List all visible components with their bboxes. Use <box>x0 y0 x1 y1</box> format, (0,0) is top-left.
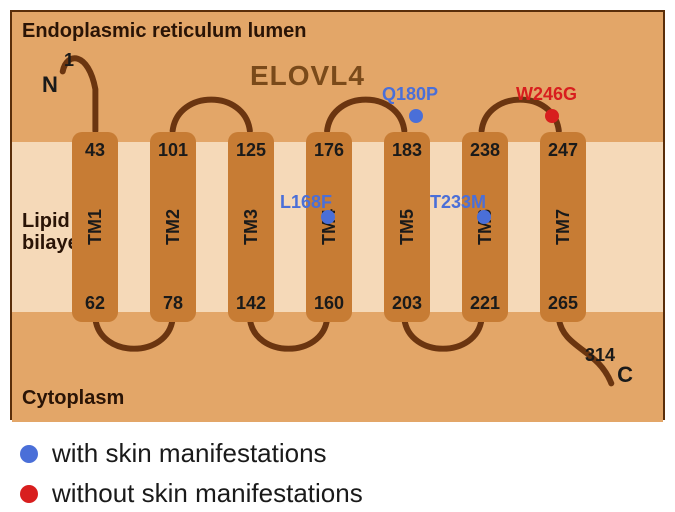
legend-text-without-skin: without skin manifestations <box>52 478 363 509</box>
diagram-panel: Endoplasmic reticulum lumen Lipid bilaye… <box>10 10 665 420</box>
c-terminal-label: C <box>617 362 633 388</box>
tm-domain-tm3: 125 TM3 142 <box>228 132 274 322</box>
cytoplasm-label: Cytoplasm <box>22 387 124 410</box>
mutation-marker-w246g <box>545 109 559 123</box>
mutation-marker-t233m <box>477 210 491 224</box>
protein-title: ELOVL4 <box>250 60 365 92</box>
tm-bottom-residue: 62 <box>85 293 105 314</box>
mutation-label-w246g: W246G <box>516 84 577 105</box>
tm-top-residue: 247 <box>548 140 578 161</box>
tm-name: TM3 <box>241 209 262 245</box>
legend-dot-without-skin <box>20 485 38 503</box>
lipid-label-line1: Lipid <box>22 210 70 233</box>
tm-name: TM7 <box>553 209 574 245</box>
n-terminal-residue: 1 <box>64 50 74 71</box>
er-lumen-label: Endoplasmic reticulum lumen <box>22 20 307 43</box>
tm-name: TM1 <box>85 209 106 245</box>
tm-bottom-residue: 160 <box>314 293 344 314</box>
legend-dot-with-skin <box>20 445 38 463</box>
tm-top-residue: 101 <box>158 140 188 161</box>
tm-top-residue: 43 <box>85 140 105 161</box>
mutation-label-t233m: T233M <box>430 192 486 213</box>
tm-name: TM5 <box>397 209 418 245</box>
tm-domain-tm6: 238TM6221 <box>462 132 508 322</box>
tm-top-residue: 176 <box>314 140 344 161</box>
tm-domain-tm5: 183 TM5 203 <box>384 132 430 322</box>
tm-top-residue: 238 <box>470 140 500 161</box>
mutation-label-q180p: Q180P <box>382 84 438 105</box>
tm-bottom-residue: 265 <box>548 293 578 314</box>
mutation-marker-l168f <box>321 210 335 224</box>
legend-text-with-skin: with skin manifestations <box>52 438 327 469</box>
figure: Endoplasmic reticulum lumen Lipid bilaye… <box>0 0 675 512</box>
mutation-marker-q180p <box>409 109 423 123</box>
tm-bottom-residue: 203 <box>392 293 422 314</box>
tm-domain-tm1: 43 TM1 62 <box>72 132 118 322</box>
tm-domain-tm2: 101 TM2 78 <box>150 132 196 322</box>
tm-top-residue: 183 <box>392 140 422 161</box>
tm-bottom-residue: 142 <box>236 293 266 314</box>
tm-name: TM2 <box>163 209 184 245</box>
c-terminal-residue: 314 <box>585 345 615 366</box>
tm-bottom-residue: 221 <box>470 293 500 314</box>
tm-domain-tm4: 176TM4160 <box>306 132 352 322</box>
tm-bottom-residue: 78 <box>163 293 183 314</box>
legend-without-skin: without skin manifestations <box>20 478 660 509</box>
legend-with-skin: with skin manifestations <box>20 438 660 469</box>
n-terminal-label: N <box>42 72 58 98</box>
tm-domain-tm7: 247 TM7 265 <box>540 132 586 322</box>
tm-top-residue: 125 <box>236 140 266 161</box>
